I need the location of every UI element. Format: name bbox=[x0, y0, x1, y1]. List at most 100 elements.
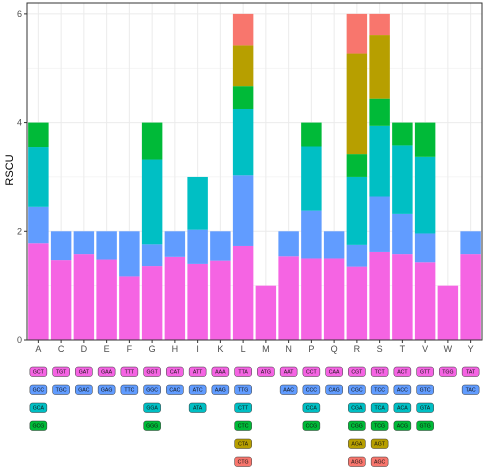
x-tick-label-Y: Y bbox=[468, 344, 474, 354]
bars-layer bbox=[28, 13, 481, 340]
x-tick-label-S: S bbox=[377, 344, 383, 354]
bar-segment-L-CTA bbox=[232, 45, 254, 87]
codon-box-ATA bbox=[188, 402, 207, 413]
bar-segment-L-TTG bbox=[232, 175, 254, 246]
codon-label-ATT: ATT bbox=[193, 370, 203, 376]
bar-segment-Y-TAC bbox=[460, 231, 481, 255]
codon-label-GCT: GCT bbox=[33, 370, 45, 376]
codon-box-GAC bbox=[75, 384, 93, 395]
codon-label-GCC: GCC bbox=[33, 388, 45, 394]
x-tick-label-V: V bbox=[422, 344, 428, 354]
bar-segment-L-CTT bbox=[232, 108, 254, 176]
codon-label-AGT: AGT bbox=[374, 442, 385, 448]
codon-box-TCT bbox=[370, 366, 389, 377]
bar-segment-Q-CAG bbox=[323, 231, 345, 259]
codon-label-CAT: CAT bbox=[170, 370, 181, 376]
codon-label-CCC: CCC bbox=[306, 388, 317, 394]
bar-segment-R-CGG bbox=[346, 154, 368, 177]
bar-segment-P-CCG bbox=[301, 122, 322, 147]
codon-label-TCG: TCG bbox=[374, 424, 385, 430]
bar-segment-I-ATA bbox=[187, 176, 208, 230]
codon-box-GGT bbox=[143, 366, 161, 377]
codon-box-TGC bbox=[52, 384, 70, 395]
codon-box-ACC bbox=[393, 384, 412, 395]
codon-box-ATG bbox=[257, 366, 275, 377]
bar-segment-S-AGC bbox=[369, 13, 390, 36]
codon-label-TCC: TCC bbox=[374, 388, 385, 394]
bar-segment-F-TTC bbox=[119, 231, 140, 277]
bar-segment-N-AAC bbox=[278, 231, 299, 257]
bar-segment-V-GTT bbox=[414, 262, 436, 340]
codon-label-AGA: AGA bbox=[351, 442, 362, 448]
codon-box-CGC bbox=[348, 384, 366, 395]
codon-label-GTA: GTA bbox=[420, 406, 431, 412]
bar-segment-P-CCA bbox=[301, 146, 322, 211]
codon-box-CAG bbox=[325, 384, 343, 395]
codon-box-ATT bbox=[188, 366, 207, 377]
bar-segment-P-CCC bbox=[301, 210, 322, 259]
codon-box-GCA bbox=[29, 402, 48, 413]
codon-box-TTA bbox=[234, 366, 252, 377]
codon-box-TCA bbox=[370, 402, 389, 413]
bar-segment-V-GTA bbox=[414, 156, 436, 234]
bar-segment-A-GCG bbox=[28, 122, 49, 148]
codon-label-GAG: GAG bbox=[101, 388, 113, 394]
y-tick-label: 0 bbox=[17, 335, 22, 345]
codon-box-TTT bbox=[120, 366, 139, 377]
codon-label-CTG: CTG bbox=[238, 460, 249, 466]
codon-label-GGA: GGA bbox=[146, 406, 158, 412]
bar-segment-K-AAG bbox=[210, 231, 231, 261]
codon-label-TAC: TAC bbox=[466, 388, 476, 394]
codon-label-TTA: TTA bbox=[238, 370, 248, 376]
codon-box-AAT bbox=[279, 366, 298, 377]
codon-box-GGC bbox=[143, 384, 161, 395]
codon-box-ACA bbox=[393, 402, 412, 413]
codon-label-TGG: TGG bbox=[442, 370, 453, 376]
codon-box-GCG bbox=[29, 420, 48, 431]
bar-segment-W-TGG bbox=[437, 285, 459, 340]
codon-label-GAT: GAT bbox=[79, 370, 90, 376]
bar-segment-S-TCA bbox=[369, 125, 390, 197]
bar-segment-Q-CAA bbox=[323, 258, 345, 340]
codon-label-ACC: ACC bbox=[397, 388, 408, 394]
codon-box-CTC bbox=[234, 420, 252, 431]
bar-segment-M-ATG bbox=[255, 285, 277, 340]
bar-segment-D-GAC bbox=[73, 231, 95, 255]
codon-box-GTG bbox=[416, 420, 434, 431]
bar-segment-L-CTG bbox=[232, 13, 254, 46]
bar-segment-V-GTC bbox=[414, 233, 436, 263]
y-tick-label: 2 bbox=[17, 226, 22, 236]
codon-label-TTC: TTC bbox=[124, 388, 134, 394]
codon-label-ATA: ATA bbox=[193, 406, 203, 412]
codon-box-TCG bbox=[370, 420, 389, 431]
codon-box-GGA bbox=[143, 402, 161, 413]
codon-box-CCC bbox=[302, 384, 321, 395]
x-tick-label-D: D bbox=[81, 344, 88, 354]
bar-segment-S-TCT bbox=[369, 251, 390, 340]
bar-segment-C-TGC bbox=[50, 231, 72, 261]
codon-label-AGG: AGG bbox=[351, 460, 363, 466]
codon-box-AAA bbox=[211, 366, 230, 377]
x-tick-label-A: A bbox=[35, 344, 41, 354]
x-tick-label-C: C bbox=[58, 344, 65, 354]
codon-box-ACT bbox=[393, 366, 412, 377]
codon-box-TGT bbox=[52, 366, 70, 377]
bar-segment-G-GGG bbox=[141, 122, 163, 160]
x-tick-label-L: L bbox=[241, 344, 246, 354]
bar-segment-I-ATT bbox=[187, 263, 208, 340]
codon-box-CCG bbox=[302, 420, 321, 431]
codon-box-AGT bbox=[370, 438, 389, 449]
codon-box-GGG bbox=[143, 420, 161, 431]
codon-label-TTG: TTG bbox=[238, 388, 248, 394]
codon-label-AAG: AAG bbox=[215, 388, 226, 394]
bar-segment-Y-TAT bbox=[460, 254, 481, 340]
codon-label-ACA: ACA bbox=[397, 406, 408, 412]
x-tick-label-N: N bbox=[285, 344, 292, 354]
codon-label-GTT: GTT bbox=[420, 370, 431, 376]
codon-label-GGG: GGG bbox=[146, 424, 158, 430]
bar-segment-T-ACC bbox=[392, 213, 413, 255]
x-tick-label-T: T bbox=[400, 344, 406, 354]
plot-panel bbox=[27, 3, 482, 341]
bar-segment-A-GCT bbox=[28, 243, 49, 340]
